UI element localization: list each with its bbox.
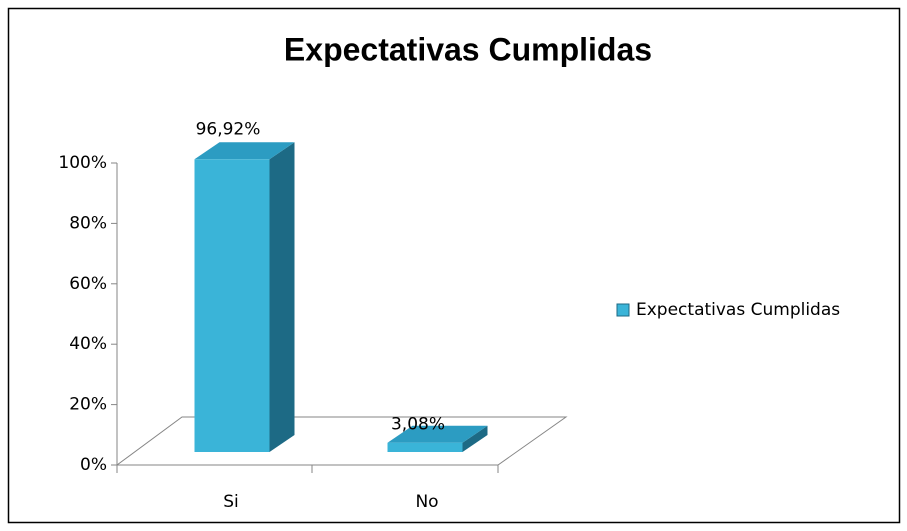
chart-title: Expectativas Cumplidas [284,31,652,67]
legend-swatch [616,303,630,317]
y-tick-label: 20% [69,395,107,415]
legend-label: Expectativas Cumplidas [636,300,840,320]
y-tick-label: 40% [69,334,107,354]
bar-top [387,425,488,443]
bar [387,425,488,452]
bar-side [269,142,295,452]
value-label: 96,92% [196,119,261,139]
x-tick-label: No [415,492,438,512]
floor [115,416,568,466]
bar-front [387,442,463,452]
bar-front [194,159,270,452]
y-tick-label: 60% [69,274,107,294]
y-tick-label: 100% [58,153,107,173]
bar-side [462,425,488,452]
y-tick-label: 0% [80,455,107,475]
bar [194,142,295,452]
bar-top [194,142,295,160]
x-tick-label: Si [223,492,239,512]
y-tick-label: 80% [69,213,107,233]
value-label: 3,08% [391,415,445,435]
